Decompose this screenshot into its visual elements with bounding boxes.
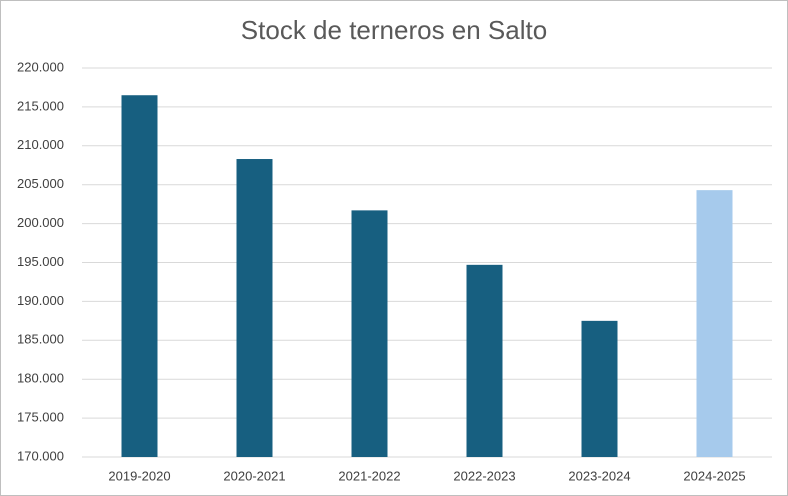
y-tick-label: 195.000 bbox=[17, 254, 64, 269]
bar bbox=[121, 95, 158, 457]
y-tick-label: 205.000 bbox=[17, 176, 64, 191]
bar bbox=[466, 264, 503, 457]
y-tick-label: 210.000 bbox=[17, 137, 64, 152]
bar bbox=[351, 210, 388, 457]
x-tick-label: 2022-2023 bbox=[453, 468, 515, 483]
chart-title: Stock de terneros en Salto bbox=[241, 15, 547, 45]
x-tick-label: 2024-2025 bbox=[683, 468, 745, 483]
bar bbox=[236, 159, 273, 457]
x-tick-label: 2020-2021 bbox=[223, 468, 285, 483]
y-tick-label: 180.000 bbox=[17, 371, 64, 386]
x-tick-label: 2023-2024 bbox=[568, 468, 630, 483]
x-tick-label: 2021-2022 bbox=[338, 468, 400, 483]
bar bbox=[581, 320, 618, 457]
x-tick-label: 2019-2020 bbox=[108, 468, 170, 483]
y-tick-label: 200.000 bbox=[17, 215, 64, 230]
y-tick-label: 220.000 bbox=[17, 59, 64, 74]
y-tick-label: 215.000 bbox=[17, 98, 64, 113]
y-tick-label: 185.000 bbox=[17, 332, 64, 347]
bar bbox=[696, 190, 733, 457]
y-tick-label: 175.000 bbox=[17, 410, 64, 425]
y-tick-label: 190.000 bbox=[17, 293, 64, 308]
y-tick-label: 170.000 bbox=[17, 448, 64, 463]
